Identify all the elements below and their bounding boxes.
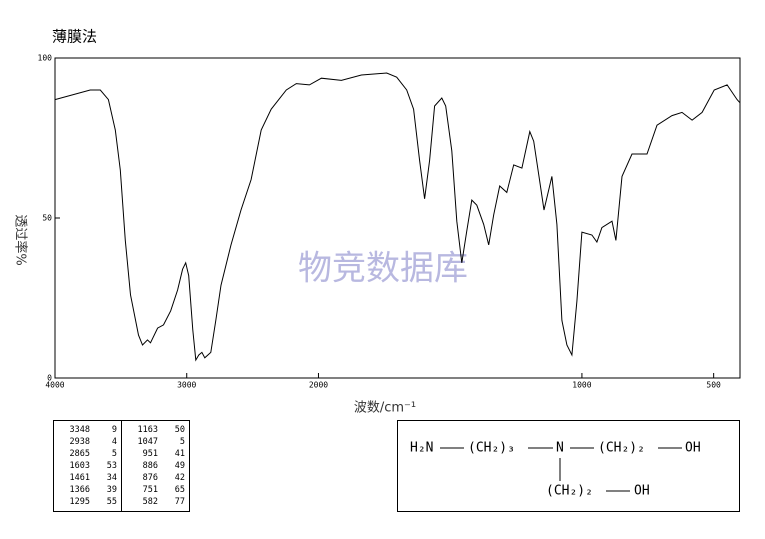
peak-row: 886 49: [126, 460, 185, 472]
transmittance: 42: [174, 473, 185, 483]
wavenumber: 1366: [69, 485, 90, 495]
wavenumber: 886: [142, 461, 158, 471]
chart-title: 薄膜法: [52, 28, 97, 46]
peak-column: 1163 50 1047 5 951 41 886 49 876 42 751 65 582 77: [121, 421, 189, 511]
atom-label: H₂N: [410, 441, 433, 456]
peak-table: 3348 9 2938 4 2865 5 1603 53 1461 34 1366 39 1295 55 …: [53, 420, 190, 512]
peak-row: 951 41: [126, 448, 185, 460]
group-label: (CH₂)₂: [546, 484, 593, 499]
transmittance: 9: [111, 425, 117, 435]
wavenumber: 1603: [69, 461, 90, 471]
wavenumber: 582: [142, 497, 158, 507]
transmittance: 65: [174, 485, 185, 495]
transmittance: 34: [106, 473, 117, 483]
group-label: (CH₂)₂: [598, 441, 645, 456]
transmittance: 5: [111, 449, 117, 459]
x-tick-label: 4000: [45, 381, 64, 390]
group-label: (CH₂)₃: [468, 441, 515, 456]
plot-frame: [54, 57, 741, 379]
structure-box: H₂N (CH₂)₃ N (CH₂)₂ OH (CH₂)₂ OH: [397, 420, 740, 512]
peak-row: 751 65: [126, 484, 185, 496]
x-tick-label: 500: [706, 381, 721, 390]
transmittance: 4: [111, 437, 117, 447]
structure: H₂N (CH₂)₃ N (CH₂)₂ OH (CH₂)₂ OH: [410, 441, 701, 499]
peak-row: 1461 34: [58, 472, 117, 484]
peak-row: 1295 55: [58, 496, 117, 508]
x-tick-label: 3000: [177, 381, 196, 390]
y-tick-label: 100: [38, 54, 53, 63]
transmittance: 77: [174, 497, 185, 507]
x-tick-label: 1000: [572, 381, 591, 390]
x-axis-label: 波数/cm⁻¹: [354, 401, 416, 416]
atom-label: OH: [685, 441, 701, 456]
wavenumber: 1163: [137, 425, 158, 435]
transmittance: 50: [174, 425, 185, 435]
peak-row: 3348 9: [58, 424, 117, 436]
atom-label: N: [556, 441, 564, 456]
transmittance: 5: [179, 437, 185, 447]
peak-row: 876 42: [126, 472, 185, 484]
peak-row: 2938 4: [58, 436, 117, 448]
peak-row: 1366 39: [58, 484, 117, 496]
transmittance: 55: [106, 497, 117, 507]
wavenumber: 3348: [69, 425, 90, 435]
transmittance: 39: [106, 485, 117, 495]
peak-row: 582 77: [126, 496, 185, 508]
wavenumber: 1047: [137, 437, 158, 447]
peak-row: 1163 50: [126, 424, 185, 436]
wavenumber: 1295: [69, 497, 90, 507]
transmittance: 41: [174, 449, 185, 459]
y-tick-label: 50: [42, 214, 52, 223]
watermark: 物竞数据库: [298, 249, 468, 289]
transmittance: 49: [174, 461, 185, 471]
peak-row: 1047 5: [126, 436, 185, 448]
peak-row: 1603 53: [58, 460, 117, 472]
y-tick-label: 0: [47, 374, 52, 383]
y-axis-label: 透过率%: [13, 214, 29, 265]
wavenumber: 2938: [69, 437, 90, 447]
wavenumber: 1461: [69, 473, 90, 483]
wavenumber: 951: [142, 449, 158, 459]
wavenumber: 2865: [69, 449, 90, 459]
transmittance: 53: [106, 461, 117, 471]
peak-row: 2865 5: [58, 448, 117, 460]
wavenumber: 876: [142, 473, 158, 483]
atom-label: OH: [634, 484, 650, 499]
peak-column: 3348 9 2938 4 2865 5 1603 53 1461 34 1366 39 1295 55: [54, 421, 121, 511]
spectrum-line: [54, 72, 741, 362]
x-tick-label: 2000: [309, 381, 328, 390]
wavenumber: 751: [142, 485, 158, 495]
